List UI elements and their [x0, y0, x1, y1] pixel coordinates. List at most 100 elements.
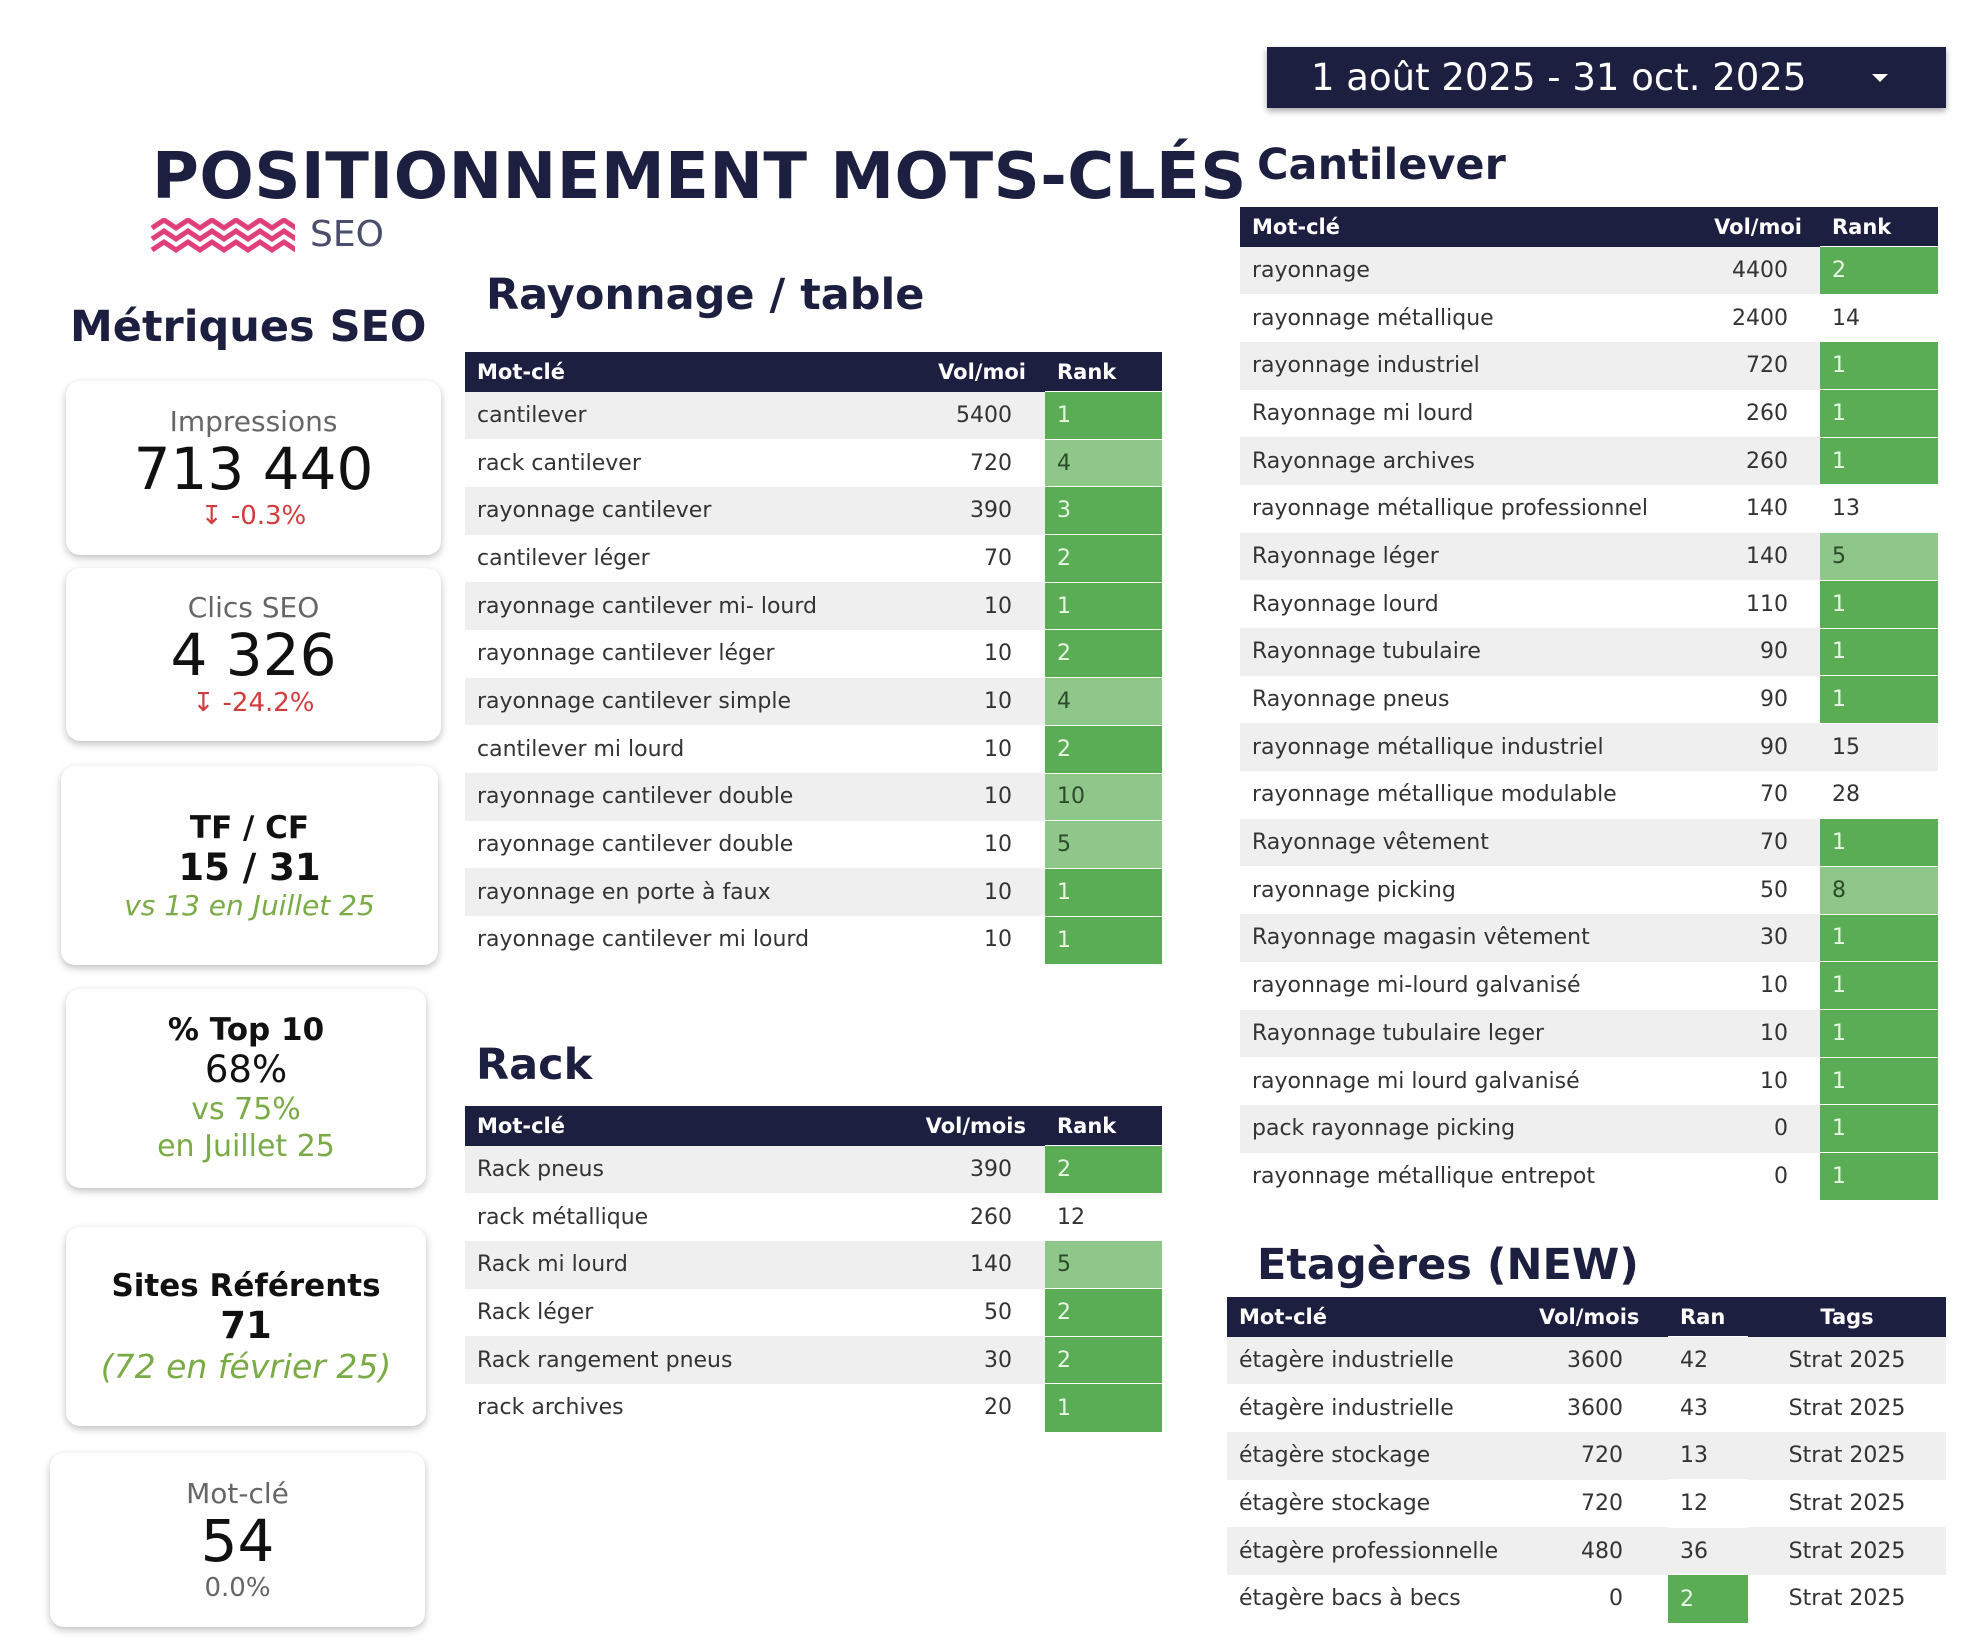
rank: 4	[1045, 677, 1162, 726]
card-note: en Juillet 25	[157, 1129, 335, 1164]
table-row: rayonnage cantilever léger 10 2	[465, 629, 1162, 678]
volume: 30	[910, 1336, 1045, 1384]
card-change-row: ↧ -0.3%	[66, 501, 441, 531]
column-header: Tags	[1748, 1297, 1946, 1337]
keyword-table: Mot-clé Vol/mois Rank Rack pneus 390 2 rack mé…	[465, 1106, 1162, 1432]
column-header: Vol/moi	[1685, 207, 1820, 247]
card-label: Mot-clé	[186, 1476, 289, 1510]
volume: 50	[1760, 877, 1788, 903]
volume: 0	[1685, 1104, 1820, 1153]
card-value: 71	[220, 1303, 272, 1347]
keyword: rayonnage cantilever léger	[477, 641, 775, 667]
volume: 260	[1746, 400, 1788, 426]
rank: 13	[1820, 484, 1938, 533]
table-row: pack rayonnage picking 0 1	[1240, 1104, 1938, 1153]
volume: 10	[910, 773, 1045, 821]
column-header: Vol/mois	[910, 1106, 1045, 1146]
wave-logo	[150, 218, 295, 254]
card-label: TF / CF	[189, 809, 310, 846]
rank: 1	[1820, 579, 1938, 628]
keyword: étagère stockage	[1227, 1431, 1527, 1480]
table-row: rayonnage métallique industriel 90 15	[1240, 722, 1938, 772]
table-row: rayonnage cantilever mi- lourd 10 1	[465, 581, 1162, 630]
metric-card: TF / CF 15 / 31 vs 13 en Juillet 25	[61, 766, 438, 965]
card-value: 713 440	[133, 434, 374, 503]
rank: 1	[1820, 1152, 1938, 1201]
table-row: rayonnage en porte à faux 10 1	[465, 867, 1162, 917]
tag: Strat 2025	[1788, 1586, 1906, 1612]
rank: 2	[1045, 1288, 1162, 1337]
volume: 30	[1685, 914, 1820, 962]
rank: 43	[1668, 1383, 1748, 1432]
volume: 720	[1527, 1431, 1668, 1480]
table-row: cantilever léger 70 2	[465, 534, 1162, 583]
rank: 1	[1820, 1104, 1938, 1153]
column-header: Mot-clé	[1227, 1297, 1527, 1337]
column-header: Vol/mois	[1527, 1297, 1668, 1337]
rank: 1	[1045, 391, 1162, 440]
keyword: rayonnage métallique entrepot	[1252, 1163, 1595, 1189]
volume: 0	[1609, 1586, 1623, 1612]
metric-card: Sites Référents 71 (72 en février 25)	[66, 1227, 426, 1426]
keyword: rayonnage en porte à faux	[465, 868, 910, 917]
rank: 1	[1820, 436, 1938, 485]
table-row: étagère professionnelle 480 36 Strat 2025	[1227, 1526, 1946, 1575]
table-row: Rayonnage pneus 90 1	[1240, 675, 1938, 724]
keyword: Rayonnage vêtement	[1240, 818, 1685, 867]
volume: 90	[1685, 628, 1820, 676]
rank: 42	[1668, 1336, 1748, 1385]
volume: 10	[984, 641, 1012, 667]
rank: 1	[1820, 961, 1938, 1010]
volume: 10	[1760, 973, 1788, 999]
table-row: Rayonnage léger 140 5	[1240, 532, 1938, 581]
table-row: cantilever 5400 1	[465, 391, 1162, 440]
keyword: rayonnage métallique modulable	[1252, 782, 1617, 808]
tag: Strat 2025	[1748, 1527, 1946, 1575]
rank: 2	[1820, 246, 1938, 295]
metric-card: % Top 10 68% vs 75% en Juillet 25	[66, 989, 426, 1188]
card-value: 54	[200, 1506, 275, 1575]
volume: 110	[1746, 591, 1788, 617]
table-row: étagère industrielle 3600 43 Strat 2025	[1227, 1383, 1946, 1432]
table-row: étagère industrielle 3600 42 Strat 2025	[1227, 1336, 1946, 1385]
dropdown-caret	[1872, 74, 1888, 82]
keyword: rayonnage industriel	[1240, 341, 1685, 390]
volume: 390	[910, 486, 1045, 535]
table-row: rack métallique 260 12	[465, 1192, 1162, 1241]
rank: 1	[1820, 627, 1938, 676]
tag: Strat 2025	[1788, 1490, 1906, 1516]
keyword: rack métallique	[477, 1204, 649, 1230]
rank: 1	[1045, 867, 1162, 917]
rank: 15	[1820, 722, 1938, 772]
column-header: Mot-clé	[1240, 207, 1685, 247]
keyword: Rayonnage léger	[1240, 532, 1685, 581]
rank: 12	[1045, 1192, 1162, 1241]
volume: 4400	[1685, 246, 1820, 295]
keyword: rayonnage métallique professionnel	[1252, 496, 1649, 522]
column-header: Mot-clé	[465, 352, 910, 392]
date-range: 1 août 2025 - 31 oct. 2025	[1311, 56, 1807, 99]
rank: 36	[1668, 1526, 1748, 1575]
table-row: rayonnage métallique professionnel 140 13	[1240, 484, 1938, 533]
volume: 10	[910, 582, 1045, 630]
keyword: étagère bacs à becs	[1239, 1586, 1461, 1612]
card-label: Clics SEO	[187, 591, 320, 625]
rank: 1	[1820, 1056, 1938, 1105]
metric-card: Clics SEO 4 326 ↧ -24.2%	[66, 568, 441, 741]
date-range-picker[interactable]: 1 août 2025 - 31 oct. 2025	[1267, 47, 1946, 108]
rank: 8	[1820, 865, 1938, 915]
table-row: Rack mi lourd 140 5	[465, 1240, 1162, 1289]
rank: 5	[1045, 820, 1162, 869]
table-row: rayonnage cantilever 390 3	[465, 486, 1162, 535]
table-row: rayonnage cantilever simple 10 4	[465, 677, 1162, 726]
keyword: rayonnage mi-lourd galvanisé	[1252, 973, 1581, 999]
tag: Strat 2025	[1788, 1395, 1906, 1421]
card-change: -0.3%	[230, 501, 307, 532]
volume: 720	[970, 450, 1012, 476]
keyword: rayonnage cantilever simple	[465, 677, 910, 726]
keyword: rayonnage cantilever double	[465, 773, 910, 821]
table-title: Rack	[476, 1040, 593, 1090]
rank: 1	[1045, 1383, 1162, 1432]
volume: 720	[1685, 341, 1820, 390]
card-value: 68%	[204, 1047, 288, 1091]
